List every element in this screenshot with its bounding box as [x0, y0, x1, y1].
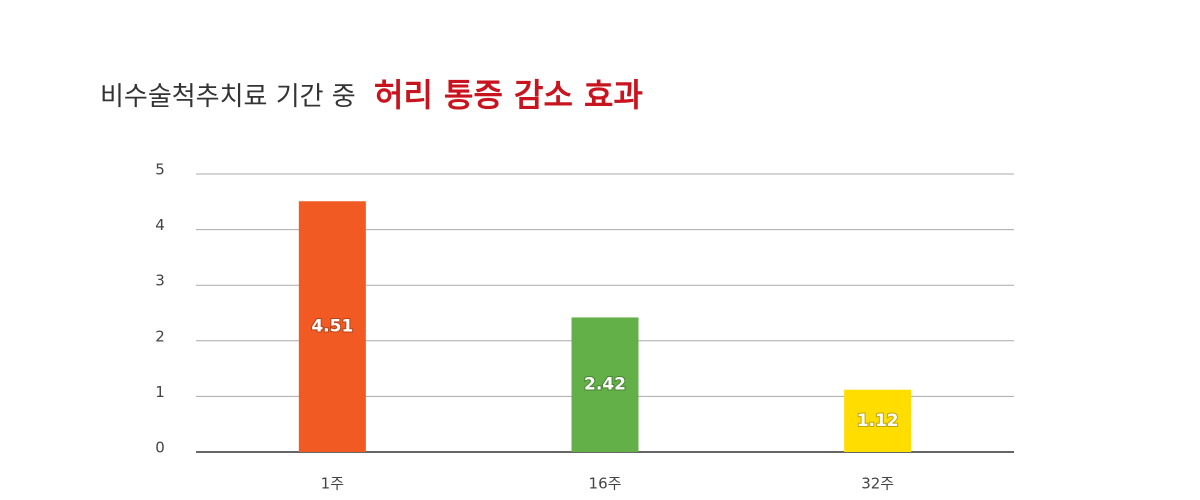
y-tick-label: 4 — [155, 216, 165, 234]
chart-title: 비수술척추치료 기간 중 허리 통증 감소 효과 — [100, 76, 643, 114]
x-tick-label: 1주 — [321, 475, 344, 493]
y-tick-label: 1 — [155, 383, 165, 401]
data-label: 4.51 — [311, 317, 353, 337]
y-tick-label: 3 — [155, 272, 165, 290]
bar — [844, 389, 912, 452]
data-label: 2.42 — [584, 375, 626, 395]
y-tick-label: 0 — [155, 439, 165, 457]
x-tick-label: 16주 — [589, 475, 622, 493]
title-highlight: 허리 통증 감소 효과 — [374, 76, 643, 114]
bar — [298, 201, 366, 452]
data-label: 1.12 — [857, 411, 899, 431]
y-tick-label: 2 — [155, 327, 165, 345]
title-lead: 비수술척추치료 기간 중 — [100, 82, 356, 112]
bar — [571, 317, 639, 452]
x-tick-label: 32주 — [861, 475, 894, 493]
y-tick-label: 5 — [155, 161, 165, 179]
